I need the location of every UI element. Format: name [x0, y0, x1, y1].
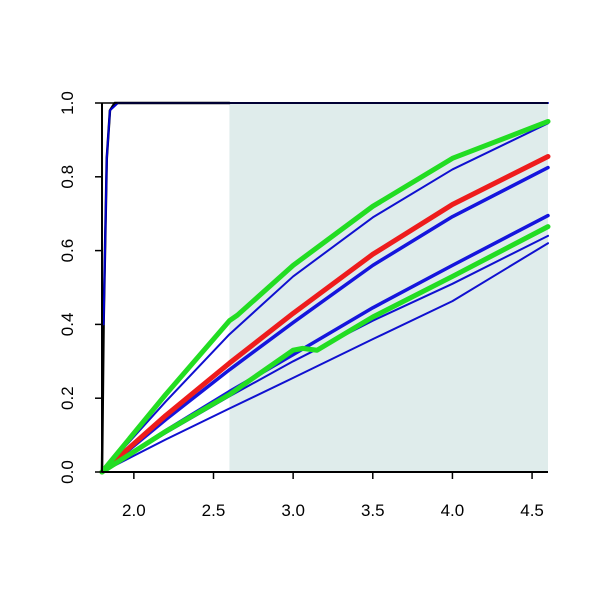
series-line-3: [101, 122, 549, 473]
series-line-10: [99, 224, 551, 475]
shaded-region: [229, 103, 548, 472]
y-tick-label: 0.0: [58, 460, 77, 484]
y-tick-label: 0.6: [58, 239, 77, 263]
y-tick-label: 0.2: [58, 386, 77, 410]
x-tick-label: 3.5: [361, 501, 385, 520]
x-tick-label: 2.5: [202, 501, 226, 520]
x-tick-label: 4.0: [441, 501, 465, 520]
series-line-6: [100, 165, 550, 474]
y-tick-label: 1.0: [58, 91, 77, 115]
y-tick-label: 0.8: [58, 165, 77, 189]
series-line-8: [99, 154, 551, 475]
series-line-4: [101, 242, 549, 473]
x-tick-label: 3.0: [281, 501, 305, 520]
x-tick-label: 2.0: [122, 501, 146, 520]
x-tick-label: 4.5: [520, 501, 544, 520]
y-tick-label: 0.4: [58, 313, 77, 337]
series-line-9: [99, 118, 551, 475]
